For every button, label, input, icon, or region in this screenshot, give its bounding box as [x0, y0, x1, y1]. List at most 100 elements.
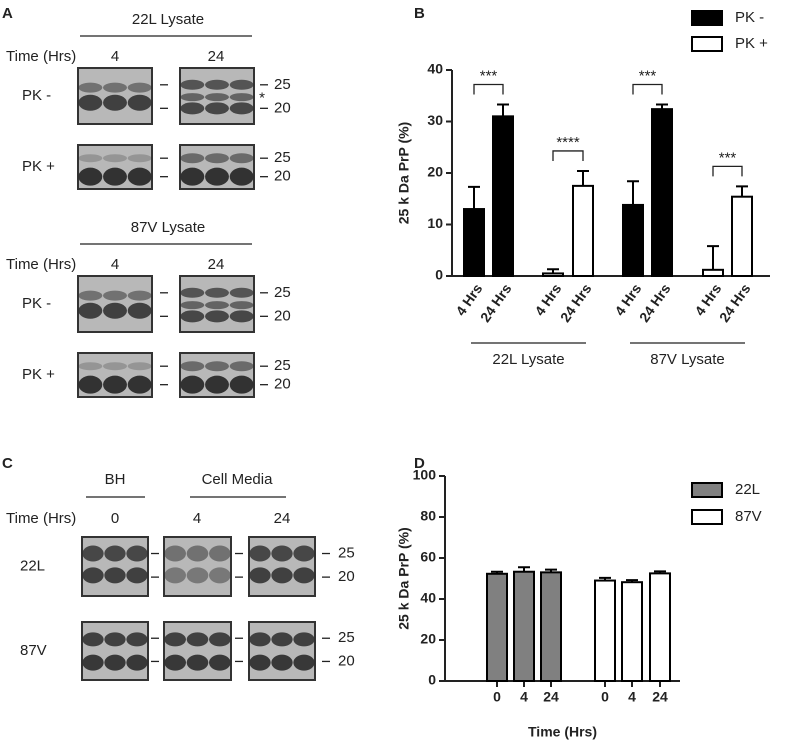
- y-tick-label: 80: [420, 508, 436, 524]
- blot-band: [126, 545, 148, 562]
- x-tick-label: 24: [543, 689, 559, 705]
- blot-band: [164, 545, 186, 562]
- blot-band: [293, 632, 315, 647]
- blot-band: [104, 567, 126, 584]
- legend-label: PK +: [735, 35, 768, 52]
- blot-band: [78, 302, 103, 319]
- blot-band: [205, 79, 229, 90]
- legend-swatch: [691, 509, 723, 525]
- y-axis-label: 25 k Da PrP (%): [396, 122, 412, 224]
- blot-band: [127, 154, 152, 163]
- blot-band: [271, 545, 293, 562]
- blot-band: [209, 567, 231, 584]
- y-tick-label: 100: [413, 467, 437, 483]
- bar: [651, 108, 673, 277]
- time-value: 0: [111, 510, 119, 527]
- size-marker: 20: [274, 99, 291, 116]
- blot-band: [126, 654, 148, 671]
- blot-band: [249, 632, 271, 647]
- error-bar: [707, 245, 719, 270]
- blot-band: [103, 154, 127, 163]
- blot-band: [229, 301, 254, 310]
- bar: [492, 115, 514, 277]
- y-tick-label: 40: [420, 590, 436, 606]
- blot-band: [293, 567, 315, 584]
- panel-letter: C: [2, 455, 13, 472]
- blot-band: [271, 567, 293, 584]
- blot-band: [229, 361, 254, 372]
- x-tick-label: 24 Hrs: [557, 280, 595, 324]
- time-label: Time (Hrs): [6, 256, 76, 273]
- bar: [486, 572, 508, 682]
- blot-band: [180, 310, 205, 323]
- significance-bracket: [552, 150, 584, 161]
- y-tick-label: 60: [420, 549, 436, 565]
- x-tick-label: 24: [652, 689, 668, 705]
- legend-label: 87V: [735, 508, 762, 525]
- legend-label: PK -: [735, 9, 764, 26]
- panel-letter: B: [414, 5, 425, 22]
- error-bar: [577, 169, 589, 186]
- y-axis-label: 25 k Da PrP (%): [396, 527, 412, 629]
- row-label: PK -: [22, 295, 51, 312]
- blot-band: [180, 287, 205, 298]
- blot-band: [186, 567, 209, 584]
- blot-band: [78, 290, 103, 301]
- significance-bracket: [712, 165, 743, 177]
- blot-band: [103, 94, 127, 111]
- legend-swatch: [691, 10, 723, 26]
- y-tick-label: 10: [427, 215, 443, 231]
- error-bar: [626, 579, 638, 583]
- blot-band: [293, 654, 315, 671]
- x-tick-label: 24 Hrs: [716, 280, 754, 324]
- size-marker: 20: [274, 376, 291, 393]
- size-star: *: [259, 90, 265, 107]
- blot-band: [180, 153, 205, 164]
- error-bar: [547, 268, 559, 274]
- size-marker: 25: [274, 357, 291, 374]
- size-marker: 25: [274, 76, 291, 93]
- blot-band: [205, 301, 229, 310]
- significance-label: ***: [639, 67, 657, 84]
- time-value: 4: [111, 256, 119, 273]
- panel-letter: A: [2, 5, 13, 22]
- time-value: 24: [208, 48, 225, 65]
- x-axis-label: Time (Hrs): [528, 724, 597, 740]
- blot-band: [209, 654, 231, 671]
- blot-band: [126, 632, 148, 647]
- error-bar: [627, 180, 639, 205]
- blot-band: [78, 154, 103, 163]
- size-marker: 25: [338, 629, 355, 646]
- bar: [463, 208, 485, 277]
- y-tick-label: 0: [435, 267, 443, 283]
- error-bar: [468, 185, 480, 210]
- blot-band: [127, 302, 152, 319]
- bar: [702, 268, 724, 278]
- blot-band: [180, 167, 205, 186]
- size-marker: 25: [274, 284, 291, 301]
- blot-header: BH: [105, 471, 126, 488]
- blot-band: [271, 632, 293, 647]
- blot-band: [249, 545, 271, 562]
- blot-band: [205, 375, 229, 394]
- blot-band: [82, 545, 104, 562]
- error-bar: [736, 185, 748, 197]
- blot-band: [103, 290, 127, 301]
- error-bar: [518, 566, 530, 572]
- blot-band: [205, 167, 229, 186]
- blot-band: [78, 375, 103, 394]
- significance-bracket: [473, 83, 504, 95]
- y-tick-label: 20: [427, 164, 443, 180]
- blot-band: [127, 362, 152, 371]
- blot-band: [126, 567, 148, 584]
- blot-band: [180, 361, 205, 372]
- significance-label: ***: [719, 149, 737, 166]
- blot-band: [180, 301, 205, 310]
- panel-letter: D: [414, 455, 425, 472]
- blot-band: [164, 567, 186, 584]
- bar: [731, 195, 753, 277]
- blot-band: [229, 93, 254, 102]
- row-label: PK +: [22, 158, 55, 175]
- legend-swatch: [691, 36, 723, 52]
- error-bar: [656, 103, 668, 110]
